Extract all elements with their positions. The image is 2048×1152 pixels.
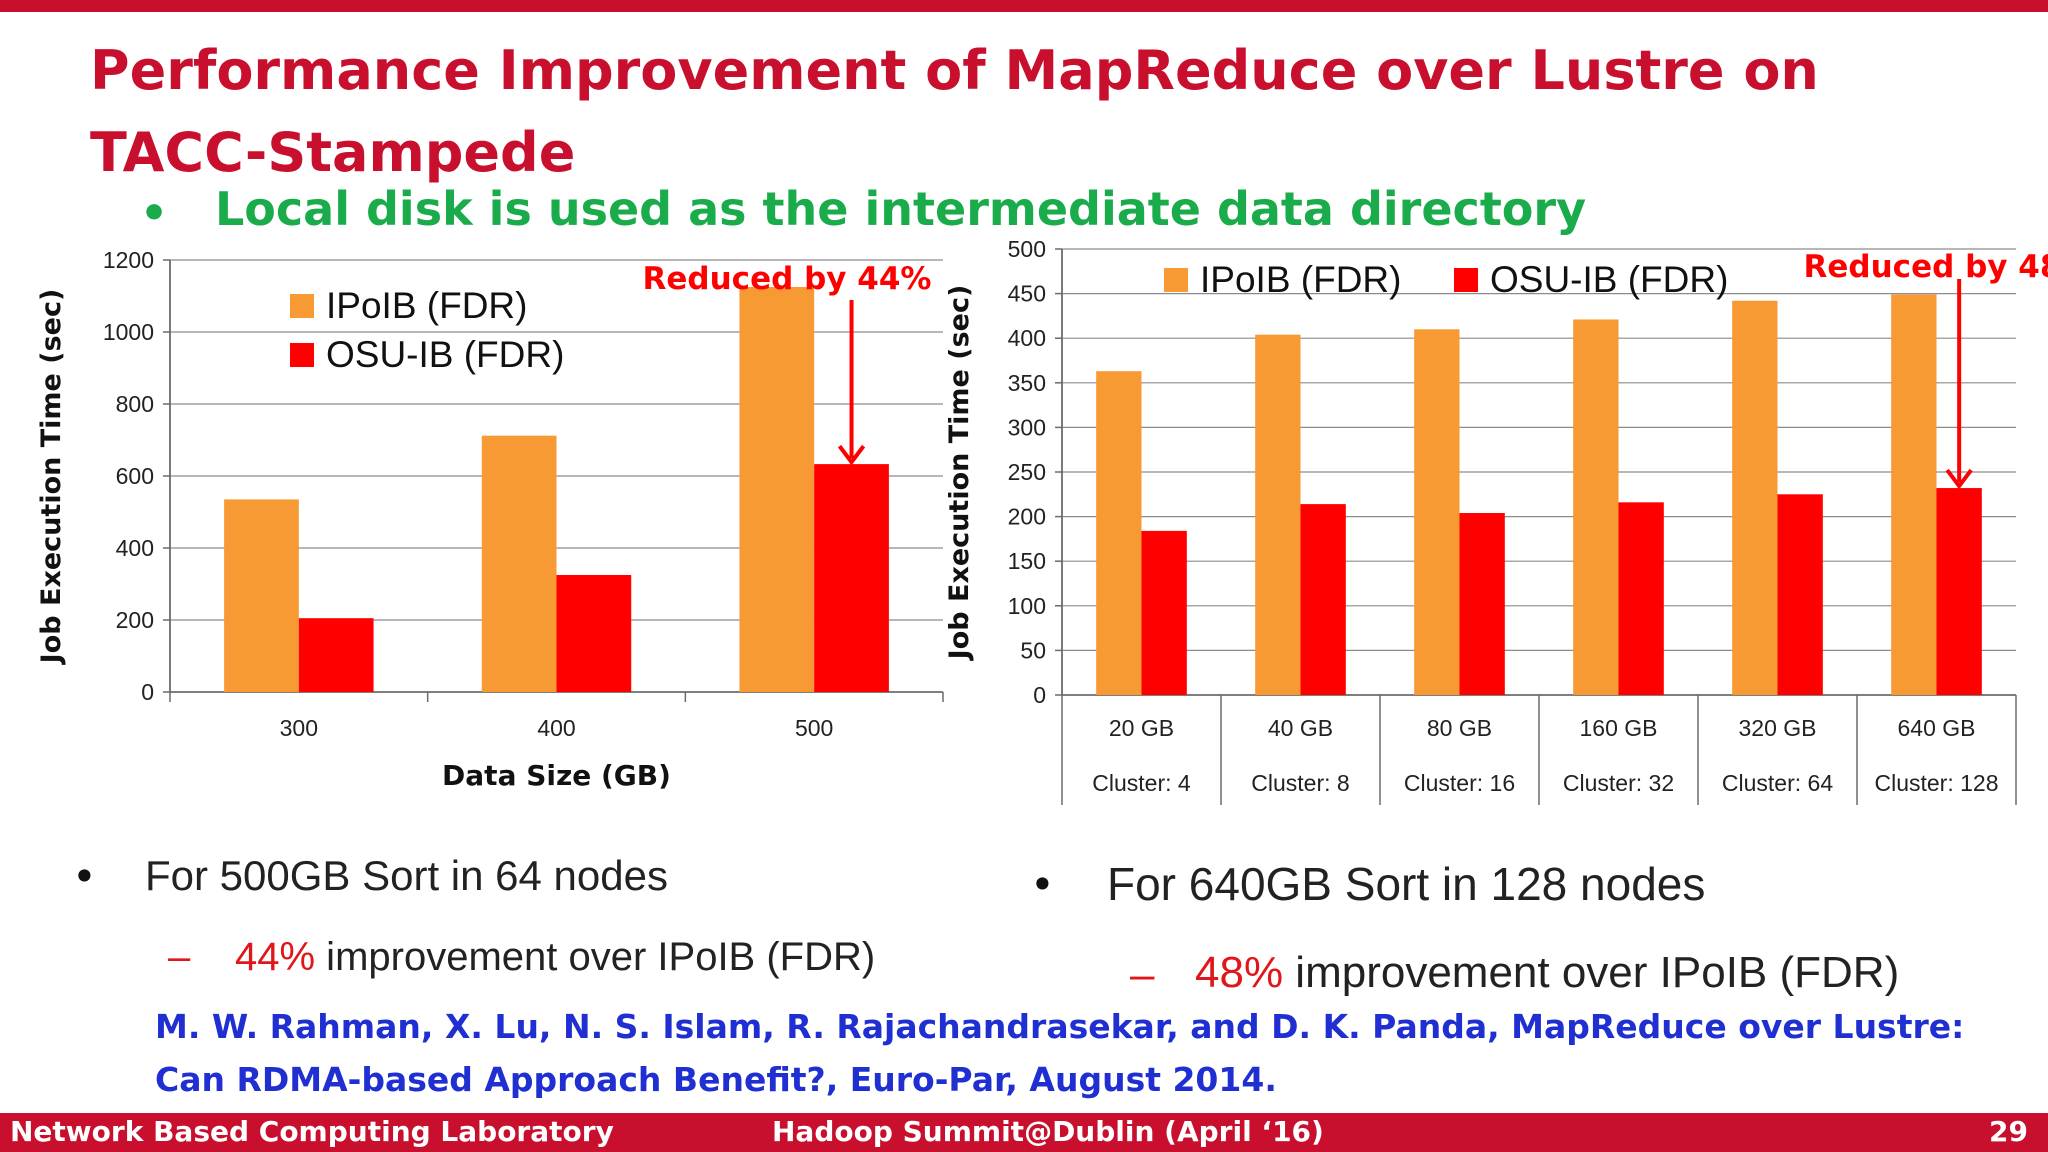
x-tick-label: Cluster: 8: [1251, 770, 1349, 796]
right-sub-bullet: 48% improvement over IPoIB (FDR): [1195, 948, 1899, 998]
chart-left: 0 200 400 600 800 1000 1200 300 400 500 Data Size …: [36, 247, 944, 792]
reduction-arrow-head: [1945, 468, 1973, 490]
subbullet-marker: •: [140, 188, 169, 239]
x-tick-label: 320 GB: [1739, 715, 1817, 741]
citation: M. W. Rahman, X. Lu, N. S. Islam, R. Raj…: [155, 1007, 1965, 1099]
x-tick-label: 40 GB: [1268, 715, 1333, 741]
footer-page-number: 29: [1989, 1115, 2028, 1148]
legend-label: OSU-IB (FDR): [326, 334, 564, 375]
right-sub-text: improvement over IPoIB (FDR): [1283, 948, 1900, 997]
left-sub-bullet: 44% improvement over IPoIB (FDR): [235, 935, 875, 980]
x-tick-label: 640 GB: [1898, 715, 1976, 741]
x-tick-label: Cluster: 64: [1722, 770, 1833, 796]
legend-swatch: [1164, 268, 1188, 292]
x-tick-label: 300: [280, 715, 318, 741]
reduction-annotation: Reduced by 44%: [643, 261, 932, 297]
y-tick-label: 400: [1008, 325, 1046, 351]
slide-title: Performance Improvement of MapReduce ove…: [90, 39, 1819, 184]
y-tick-label: 0: [1033, 682, 1046, 708]
x-tick-label: 80 GB: [1427, 715, 1492, 741]
y-tick-label: 500: [1008, 236, 1046, 262]
legend-label: OSU-IB (FDR): [1490, 259, 1728, 300]
left-sub-text: improvement over IPoIB (FDR): [315, 935, 876, 979]
footer-lab: Network Based Computing Laboratory: [10, 1115, 614, 1148]
footer-event: Hadoop Summit@Dublin (April ‘16): [772, 1115, 1324, 1148]
bar-osu-ib: [1459, 513, 1505, 695]
y-tick-label: 450: [1008, 281, 1046, 307]
x-tick-label: Cluster: 16: [1404, 770, 1515, 796]
legend-label: IPoIB (FDR): [1200, 259, 1401, 300]
left-sub-dash: –: [168, 935, 191, 979]
y-tick-label: 300: [1008, 414, 1046, 440]
y-tick-label: 150: [1008, 548, 1046, 574]
y-tick-label: 1000: [103, 319, 154, 345]
y-axis-title: Job Execution Time (sec): [948, 285, 975, 662]
x-tick-label: Cluster: 4: [1092, 770, 1191, 796]
legend-swatch: [290, 343, 314, 367]
bar-osu-ib: [1300, 504, 1346, 695]
bar-ipoib: [1096, 371, 1142, 695]
y-tick-label: 50: [1020, 637, 1046, 663]
x-tick-label: Cluster: 32: [1563, 770, 1674, 796]
y-tick-label: 1200: [103, 247, 154, 273]
bar-ipoib: [739, 287, 815, 692]
y-tick-label: 0: [141, 679, 154, 705]
x-tick-label: 20 GB: [1109, 715, 1174, 741]
y-tick-label: 200: [116, 607, 154, 633]
left-bullet-marker: •: [72, 852, 97, 901]
footer-bar: Network Based Computing Laboratory Hadoo…: [0, 1113, 2048, 1152]
x-tick-label: Cluster: 128: [1874, 770, 1998, 796]
x-tick-label: 160 GB: [1580, 715, 1658, 741]
y-tick-label: 200: [1008, 504, 1046, 530]
bar-osu-ib: [1141, 530, 1187, 695]
left-bullet-text: For 500GB Sort in 64 nodes: [145, 852, 668, 899]
reduction-annotation: Reduced by 48%: [1804, 249, 2048, 285]
x-tick-label: 500: [795, 715, 833, 741]
right-sub-percent: 48%: [1195, 948, 1284, 997]
y-tick-label: 100: [1008, 593, 1046, 619]
bar-osu-ib: [814, 464, 889, 692]
bar-osu-ib: [1936, 488, 1982, 695]
legend-swatch: [1454, 268, 1478, 292]
bar-ipoib: [1414, 329, 1460, 695]
bar-osu-ib: [298, 618, 374, 692]
y-tick-label: 350: [1008, 370, 1046, 396]
legend-label: IPoIB (FDR): [326, 285, 527, 326]
bar-osu-ib: [1777, 494, 1823, 695]
y-tick-label: 600: [116, 463, 154, 489]
bar-ipoib: [1732, 300, 1778, 695]
bar-osu-ib: [556, 575, 632, 692]
x-tick-label: 400: [537, 715, 575, 741]
bar-osu-ib: [1618, 502, 1664, 695]
bar-ipoib: [1891, 294, 1937, 695]
bar-ipoib: [1573, 319, 1619, 695]
bar-ipoib: [481, 435, 557, 692]
right-bullet-text: For 640GB Sort in 128 nodes: [1107, 858, 1706, 910]
right-sub-dash: –: [1130, 950, 1155, 999]
y-tick-label: 250: [1008, 459, 1046, 485]
legend-swatch: [290, 294, 314, 318]
subbullet-text: Local disk is used as the intermediate d…: [215, 182, 1587, 236]
y-axis-title: Job Execution Time (sec): [36, 289, 67, 666]
right-bullet-marker: •: [1030, 860, 1055, 909]
bar-ipoib: [1255, 334, 1301, 695]
chart-right: 0 50 100 150 200 250 300 350 400 450 500 20 GB Clust…: [948, 236, 2048, 805]
y-tick-label: 800: [116, 391, 154, 417]
x-axis-title: Data Size (GB): [442, 759, 671, 792]
bar-ipoib: [224, 499, 299, 692]
reduction-arrow-head: [837, 444, 866, 466]
top-accent-bar: [0, 0, 2048, 12]
left-sub-percent: 44%: [235, 935, 316, 979]
y-tick-label: 400: [116, 535, 154, 561]
